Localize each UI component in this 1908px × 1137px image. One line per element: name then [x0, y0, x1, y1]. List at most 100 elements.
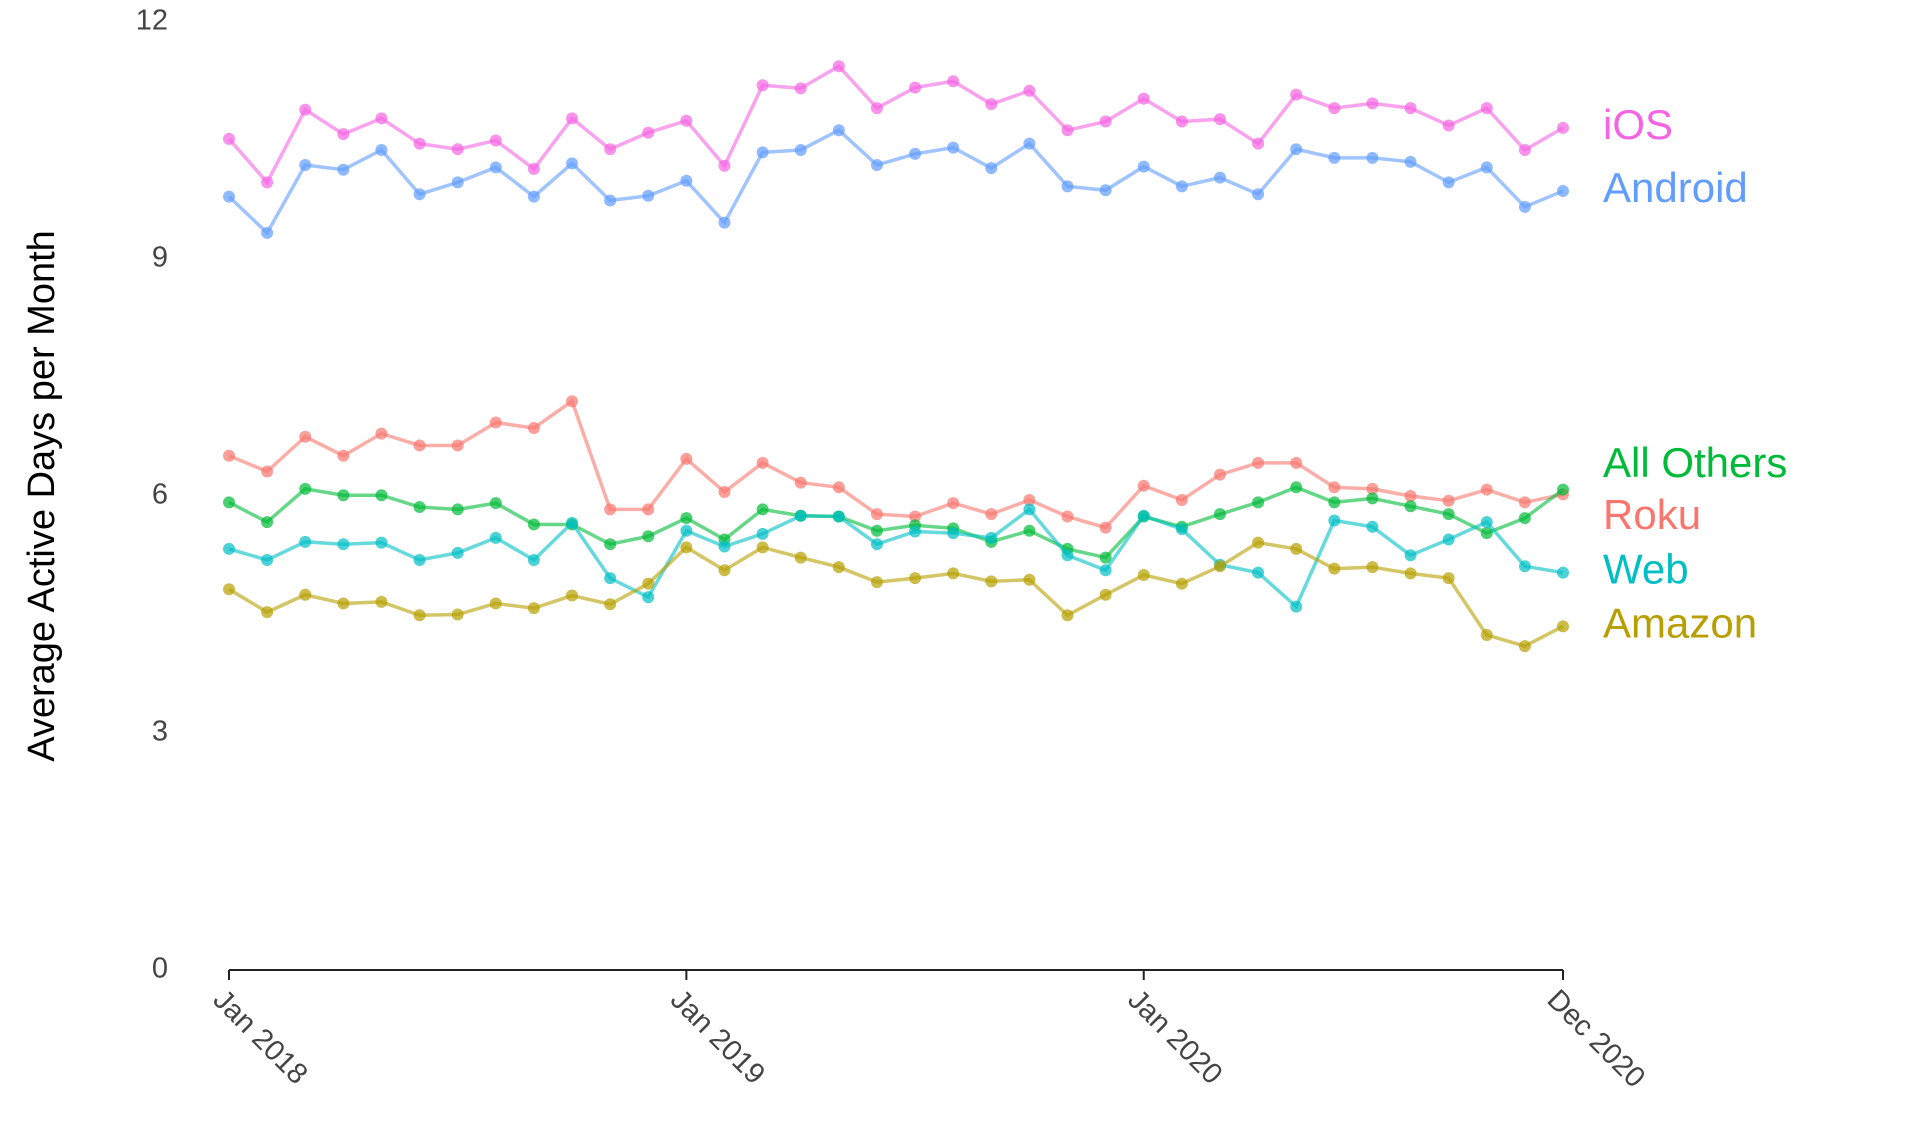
point — [1137, 509, 1150, 522]
point — [223, 496, 235, 509]
point — [604, 194, 617, 207]
point — [680, 174, 693, 187]
point — [1290, 456, 1303, 469]
point — [1252, 137, 1265, 150]
point — [261, 516, 274, 529]
point — [1480, 483, 1493, 496]
point — [642, 503, 655, 516]
point — [451, 546, 464, 559]
point — [832, 510, 845, 523]
y-axis-label: Average Active Days per Month — [21, 230, 63, 762]
point — [1175, 577, 1188, 590]
point — [1328, 481, 1341, 494]
point — [870, 524, 883, 537]
point — [1404, 102, 1417, 115]
point — [1023, 524, 1036, 537]
point — [1175, 523, 1188, 536]
point — [261, 176, 274, 189]
point — [718, 540, 731, 553]
point — [718, 564, 731, 577]
series-label: Web — [1603, 546, 1689, 593]
point — [870, 538, 883, 551]
point — [794, 143, 807, 156]
point — [1290, 88, 1303, 101]
point — [1252, 456, 1265, 469]
point — [1442, 494, 1455, 507]
point — [985, 575, 998, 588]
point — [642, 530, 655, 543]
series-line — [228, 485, 1565, 560]
point — [337, 163, 350, 176]
point — [261, 606, 274, 619]
point — [489, 531, 502, 544]
point — [604, 572, 617, 585]
series-line — [227, 64, 1564, 186]
y-tick-label: 0 — [152, 953, 168, 985]
point — [604, 598, 617, 611]
point — [1557, 483, 1569, 496]
point — [1023, 137, 1036, 150]
point — [1366, 97, 1379, 110]
point — [1061, 609, 1074, 622]
point — [1061, 180, 1074, 193]
point — [375, 112, 388, 125]
point — [451, 503, 464, 516]
point — [1328, 151, 1341, 164]
point — [223, 583, 235, 596]
point — [489, 597, 502, 610]
point — [1137, 92, 1150, 105]
point — [527, 422, 540, 435]
point — [794, 82, 807, 95]
point — [642, 126, 655, 139]
point — [1442, 508, 1455, 521]
series-label: iOS — [1603, 101, 1673, 148]
point — [604, 503, 617, 516]
point — [642, 189, 655, 202]
point — [1252, 496, 1265, 509]
point — [1366, 520, 1379, 533]
point — [1175, 493, 1188, 506]
point — [527, 602, 540, 615]
point — [1404, 490, 1417, 502]
point — [1480, 527, 1493, 540]
point — [1099, 551, 1112, 564]
point — [489, 161, 502, 174]
point — [413, 137, 426, 150]
point — [1175, 115, 1188, 128]
point — [1328, 496, 1341, 509]
point — [1099, 564, 1112, 577]
series-line — [228, 540, 1564, 648]
point — [1518, 512, 1531, 525]
point — [947, 75, 960, 88]
point — [413, 188, 426, 201]
point — [756, 541, 769, 554]
point — [909, 525, 922, 538]
point — [756, 503, 769, 516]
point — [870, 158, 883, 171]
point — [1480, 629, 1493, 642]
point — [1442, 572, 1455, 585]
point — [756, 79, 769, 92]
point — [604, 538, 617, 551]
point — [1213, 508, 1226, 521]
point — [451, 176, 464, 189]
point — [680, 452, 693, 465]
point — [870, 576, 883, 589]
x-tick-label: Dec 2020 — [1541, 984, 1651, 1094]
point — [413, 501, 426, 514]
point — [1213, 113, 1226, 126]
point — [1252, 566, 1265, 579]
point — [985, 162, 998, 175]
point — [1328, 562, 1341, 575]
point — [756, 527, 769, 540]
series-label: Android — [1603, 164, 1748, 211]
point — [909, 510, 922, 523]
point — [566, 395, 579, 408]
point — [1213, 468, 1226, 481]
point — [1518, 496, 1531, 509]
point — [1023, 84, 1036, 97]
point — [794, 476, 807, 489]
point — [718, 216, 731, 229]
point — [413, 609, 426, 622]
